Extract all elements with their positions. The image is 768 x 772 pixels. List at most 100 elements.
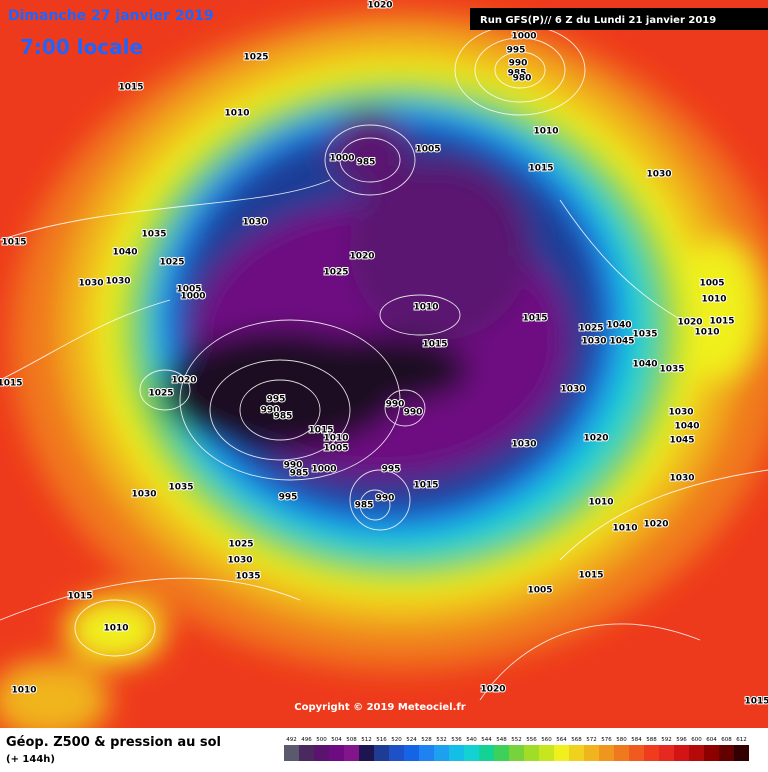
isobar-label: 1015 <box>0 379 23 389</box>
legend-swatch <box>389 745 404 761</box>
isobar-labels: 1020100099599098598010251015101010101005… <box>0 0 768 708</box>
isobar-label: 1025 <box>578 324 603 334</box>
legend-swatch <box>734 745 749 761</box>
isobar-label: 1015 <box>1 238 26 248</box>
isobar-label: 1030 <box>646 170 671 180</box>
legend-swatch <box>449 745 464 761</box>
isobar-label: 1020 <box>677 318 702 328</box>
legend-swatch <box>569 745 584 761</box>
legend-swatch <box>599 745 614 761</box>
legend-swatch <box>299 745 314 761</box>
isobar-label: 1010 <box>413 303 438 313</box>
legend-swatch <box>704 745 719 761</box>
legend-label: 564 <box>556 737 567 743</box>
isobar-label: 1010 <box>224 109 249 119</box>
isobar-label: 1035 <box>632 330 657 340</box>
isobar-label: 1030 <box>227 556 252 566</box>
legend-label: 588 <box>646 737 657 743</box>
legend-label: 608 <box>721 737 732 743</box>
legend-label: 584 <box>631 737 642 743</box>
isobar-label: 990 <box>261 406 280 416</box>
legend-swatch <box>719 745 734 761</box>
isobar-label: 1020 <box>643 520 668 530</box>
isobar-label: 1000 <box>311 465 336 475</box>
isobar-label: 1015 <box>308 426 333 436</box>
isobar-label: 1045 <box>669 436 694 446</box>
isobar-label: 990 <box>404 408 423 418</box>
legend-label: 556 <box>526 737 537 743</box>
legend-swatch <box>374 745 389 761</box>
isobar-label: 1010 <box>612 524 637 534</box>
legend-label: 604 <box>706 737 717 743</box>
legend-swatch <box>314 745 329 761</box>
isobar-label: 1015 <box>709 317 734 327</box>
legend-label: 516 <box>376 737 387 743</box>
legend-label: 596 <box>676 737 687 743</box>
isobar-label: 1030 <box>668 408 693 418</box>
isobar-label: 1030 <box>581 337 606 347</box>
isobar-label: 1020 <box>171 376 196 386</box>
legend-label: 592 <box>661 737 672 743</box>
legend-label: 544 <box>481 737 492 743</box>
isobar-label: 1030 <box>105 277 130 287</box>
isobar-label: 1025 <box>148 389 173 399</box>
legend-swatch <box>524 745 539 761</box>
isobar-label: 1020 <box>367 1 392 11</box>
isobar-label: 1005 <box>323 444 348 454</box>
isobar-label: 1015 <box>528 164 553 174</box>
legend-label: 600 <box>691 737 702 743</box>
isobar-label: 1020 <box>349 252 374 262</box>
isobar-label: 1030 <box>131 490 156 500</box>
isobar-label: 1035 <box>235 572 260 582</box>
legend-swatch <box>614 745 629 761</box>
legend-label: 560 <box>541 737 552 743</box>
legend-swatch <box>509 745 524 761</box>
legend-swatch <box>419 745 434 761</box>
isobar-label: 1010 <box>11 686 36 696</box>
isobar-label: 1040 <box>632 360 657 370</box>
legend-label: 572 <box>586 737 597 743</box>
color-legend: 492 496 500 504 508 512 516 520 524 528 532 536 540 5… <box>284 737 749 761</box>
geopotential-field <box>0 10 768 740</box>
legend-label: 532 <box>436 737 447 743</box>
isobar-label: 1005 <box>527 586 552 596</box>
legend-label: 512 <box>361 737 372 743</box>
isobar-label: 1025 <box>243 53 268 63</box>
isobar-label: 1000 <box>329 154 354 164</box>
legend-swatch <box>539 745 554 761</box>
isobar-label: 1030 <box>242 218 267 228</box>
isobar-label: 1000 <box>511 32 536 42</box>
isobar-label: 1030 <box>511 440 536 450</box>
isobars <box>0 24 768 701</box>
legend-label: 528 <box>421 737 432 743</box>
isobar-label: 1020 <box>583 434 608 444</box>
isobar-label: 1025 <box>159 258 184 268</box>
legend-label: 496 <box>301 737 312 743</box>
isobar-label: 1015 <box>118 83 143 93</box>
isobar-label: 1000 <box>180 292 205 302</box>
isobar-label: 985 <box>274 412 293 422</box>
isobar-label: 990 <box>509 59 528 69</box>
isobar-label: 995 <box>382 465 401 475</box>
isobar-label: 1025 <box>323 268 348 278</box>
isobar-label: 1010 <box>323 434 348 444</box>
isobar-label: 1040 <box>674 422 699 432</box>
isobar-label: 1035 <box>168 483 193 493</box>
isobar-label: 990 <box>386 400 405 410</box>
legend-label: 508 <box>346 737 357 743</box>
legend-label: 500 <box>316 737 327 743</box>
isobar-label: 1035 <box>141 230 166 240</box>
isobar-label: 1030 <box>78 279 103 289</box>
legend-swatch <box>359 745 374 761</box>
copyright: Copyright © 2019 Meteociel.fr <box>294 702 465 713</box>
isobar-label: 1010 <box>588 498 613 508</box>
legend-swatch <box>584 745 599 761</box>
isobar-label: 1015 <box>744 697 768 707</box>
legend-swatch <box>344 745 359 761</box>
legend-label: 576 <box>601 737 612 743</box>
run-box <box>470 8 768 30</box>
isobar-label: 1010 <box>103 624 128 634</box>
footer-lead: (+ 144h) <box>6 754 55 765</box>
legend-swatch <box>464 745 479 761</box>
isobar-label: 1015 <box>422 340 447 350</box>
